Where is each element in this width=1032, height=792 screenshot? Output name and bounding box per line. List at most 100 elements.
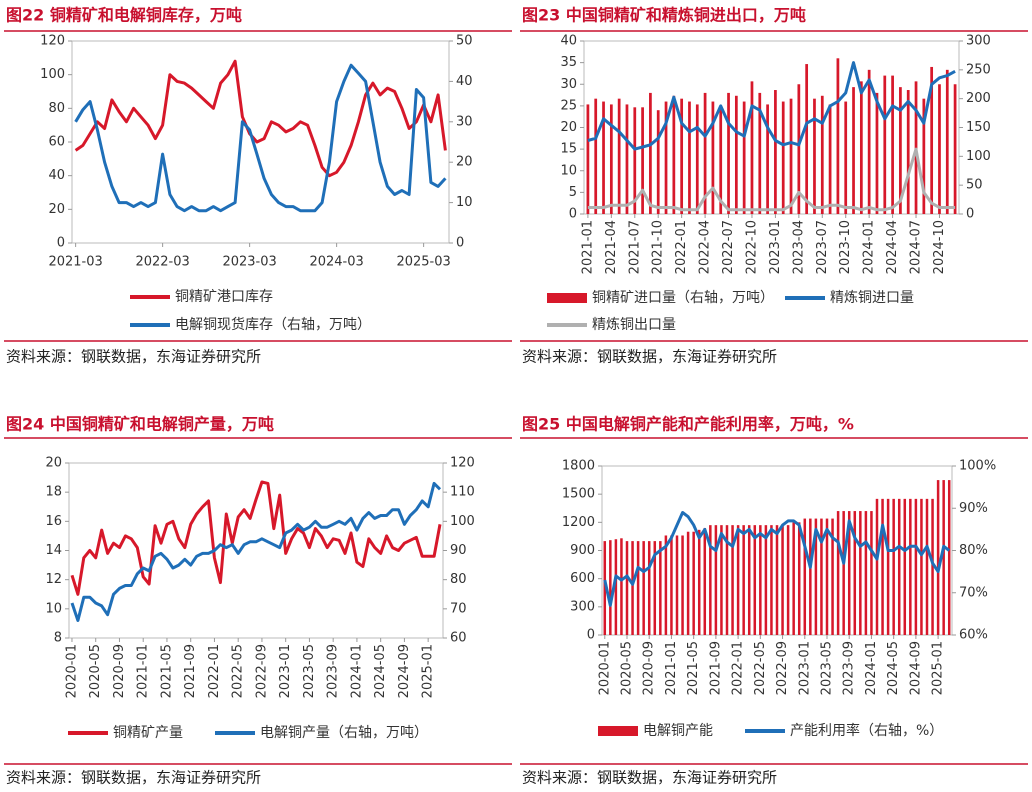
tick-label: 80	[48, 101, 65, 116]
tick-label: 120	[450, 456, 475, 471]
tick-label: 1800	[562, 459, 595, 474]
bar	[853, 511, 857, 635]
bar	[656, 110, 660, 214]
x-tick-label: 2022-09	[775, 641, 790, 695]
bar	[703, 92, 707, 214]
bar	[920, 498, 923, 635]
x-tick-label: 2022-04	[698, 220, 713, 274]
tick-label: 60	[450, 631, 467, 646]
bar	[609, 540, 612, 635]
bar	[792, 522, 795, 635]
bar	[653, 541, 657, 635]
x-tick-label: 2020-09	[642, 641, 657, 695]
bar	[758, 92, 762, 214]
x-tick-label: 2020-01	[64, 644, 79, 698]
line-series	[587, 147, 956, 212]
bar	[714, 525, 718, 635]
tick-label: 12	[45, 572, 62, 587]
bar	[859, 511, 862, 635]
bar	[809, 518, 812, 635]
bar	[852, 87, 855, 214]
bar	[825, 518, 829, 635]
tick-label: 100	[966, 149, 991, 164]
x-tick-label: 2024-09	[397, 644, 412, 698]
tick-label: 300	[966, 34, 991, 49]
bar	[675, 535, 679, 635]
x-tick-label: 2021-04	[604, 220, 619, 274]
bar	[766, 104, 769, 214]
bar	[828, 104, 832, 214]
tick-label: 0	[587, 628, 595, 643]
tick-label: 600	[570, 571, 595, 586]
tick-label: 40	[456, 74, 473, 89]
bar	[786, 525, 790, 635]
bar	[797, 84, 801, 214]
x-tick-label: 2022-09	[254, 644, 269, 698]
tick-label: 15	[560, 142, 577, 157]
x-tick-label: 2021-05	[159, 644, 174, 698]
tick-label: 40	[48, 168, 65, 183]
line-series	[603, 511, 951, 607]
tick-label: 60	[48, 135, 65, 150]
bar	[711, 101, 715, 214]
bar	[842, 511, 845, 635]
x-tick-label: 2023-01	[768, 220, 783, 274]
x-tick-label: 2023-07	[815, 220, 830, 274]
source-note: 资料来源：钢联数据，东海证券研究所	[522, 348, 777, 366]
bar	[844, 101, 848, 214]
legend-label: 铜精矿产量	[113, 725, 183, 741]
bar	[681, 535, 684, 635]
tick-label: 300	[570, 599, 595, 614]
bar	[899, 87, 902, 214]
bar	[680, 98, 684, 214]
tick-label: 0	[456, 236, 464, 251]
bar	[727, 92, 730, 214]
chart-title: 图25 中国电解铜产能和产能利用率，万吨，%	[522, 415, 854, 434]
bar	[881, 498, 884, 635]
tick-label: 30	[456, 114, 473, 129]
bar	[720, 525, 723, 635]
bar	[867, 69, 871, 214]
bar	[759, 525, 762, 635]
bar	[750, 81, 754, 214]
legend-label: 产能利用率（右轴，%）	[790, 722, 943, 739]
tick-label: 18	[45, 485, 62, 500]
bar	[938, 84, 941, 214]
bar	[909, 498, 912, 635]
tick-label: 35	[560, 55, 577, 70]
tick-label: 40	[560, 34, 577, 49]
line-series	[587, 61, 956, 151]
bar	[670, 535, 673, 635]
bar	[747, 525, 751, 635]
bar	[870, 511, 873, 635]
bar	[764, 525, 768, 635]
x-tick-label: 2023-05	[820, 641, 835, 695]
bar	[813, 98, 816, 214]
bar	[770, 525, 773, 635]
tick-label: 10	[560, 163, 577, 178]
tick-label: 30	[560, 77, 577, 92]
bar	[897, 498, 901, 635]
x-tick-label: 2021-10	[651, 220, 666, 274]
tick-label: 1500	[562, 487, 595, 502]
x-tick-label: 2020-05	[88, 644, 103, 698]
tick-label: 70	[450, 601, 467, 616]
x-tick-label: 2024-05	[886, 641, 901, 695]
legend-label: 电解铜现货库存（右轴，万吨）	[175, 316, 371, 333]
bar	[686, 531, 690, 635]
bar	[892, 498, 895, 635]
bar	[820, 95, 824, 214]
bar	[664, 101, 668, 214]
bar	[789, 98, 793, 214]
bar	[709, 525, 712, 635]
tick-label: 900	[570, 543, 595, 558]
source-note: 资料来源：钢联数据，东海证券研究所	[6, 769, 261, 787]
tick-label: 90%	[959, 501, 988, 516]
bar	[953, 84, 957, 214]
bar	[736, 525, 740, 635]
bar	[742, 525, 745, 635]
bar	[814, 518, 818, 635]
bar	[914, 498, 918, 635]
bar	[781, 101, 785, 214]
bar	[631, 541, 634, 635]
